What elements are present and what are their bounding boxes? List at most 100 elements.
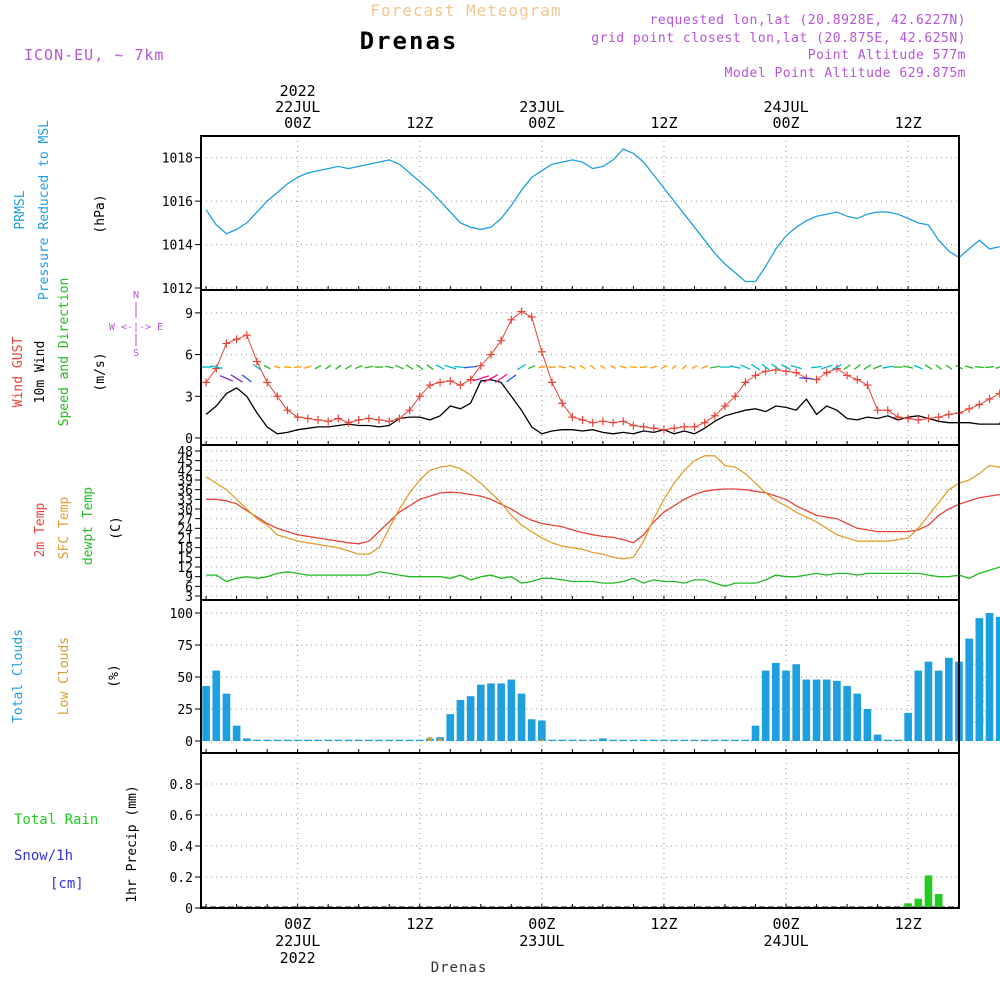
gust-point [578, 415, 587, 424]
y-tick-label: 12 [177, 561, 193, 576]
compass-we: W <-|-> E [109, 322, 163, 333]
gust-point [558, 399, 567, 408]
total-clouds-bar [822, 679, 831, 741]
low-clouds-bar [438, 738, 443, 741]
wind-direction-arrow [325, 364, 332, 370]
total-clouds-bar [405, 739, 414, 741]
total-clouds-bar [710, 739, 719, 741]
time-label-top: 24JUL [763, 98, 808, 116]
gust-point [924, 414, 933, 423]
y-tick-label: 1016 [162, 195, 193, 210]
gust-point [598, 417, 607, 426]
wind-direction-arrow [924, 364, 933, 370]
wind-direction-arrow [293, 366, 302, 369]
total-clouds-bar [751, 725, 760, 741]
time-label-top: 00Z [528, 114, 555, 132]
total-clouds-bar [304, 739, 312, 741]
y-tick-label: 0.4 [170, 840, 194, 855]
y-tick-label: 9 [185, 307, 193, 322]
wind-direction-arrow [610, 365, 616, 370]
wind-direction-arrow [740, 364, 751, 370]
total-clouds-bar [914, 670, 923, 741]
time-label-bottom: 24JUL [763, 932, 808, 950]
total-clouds-bar [385, 739, 394, 741]
wind-direction-arrow [681, 364, 688, 370]
y-tick-label: 3 [185, 590, 193, 605]
wind-direction-arrow [882, 365, 894, 369]
total-clouds-bar [527, 719, 536, 741]
gust-point [202, 378, 211, 387]
wind-direction-arrow [639, 366, 648, 369]
time-label-bottom: 12Z [895, 915, 922, 933]
grid-point-coords: grid point closest lon,lat (20.875E, 42.… [591, 31, 966, 46]
gust-point [741, 378, 750, 387]
y-tick-label: 50 [177, 671, 193, 686]
clouds-total-label: Total Clouds [11, 629, 26, 723]
y-tick-label: 21 [177, 532, 193, 547]
precip-axis-label: 1hr Precip (mm) [125, 785, 140, 902]
total-clouds-bar [446, 714, 455, 741]
wind-direction-arrow [761, 363, 770, 371]
total-clouds-bar [629, 739, 638, 741]
gust-point [659, 425, 668, 434]
time-label-top: 23JUL [519, 98, 564, 116]
total-clouds-bar [873, 734, 882, 741]
time-label-bottom: 12Z [406, 915, 433, 933]
gust-point [863, 381, 872, 390]
wind-direction-arrow [619, 365, 627, 369]
temp-sfc-label: SFC Temp [57, 497, 72, 560]
wind-direction-arrow [527, 365, 536, 370]
gust-point [263, 378, 272, 387]
total-clouds-bar [232, 725, 241, 741]
time-label-top: 00Z [772, 114, 799, 132]
total-clouds-bar [904, 712, 912, 741]
gust-point [303, 414, 312, 423]
wind-direction-arrow [219, 375, 234, 382]
gust-point [904, 414, 913, 423]
wind-direction-arrow [935, 364, 943, 370]
wind-direction-arrow [314, 364, 322, 370]
wind-direction-arrow [394, 364, 404, 370]
time-label-bottom: 00Z [528, 915, 555, 933]
time-label-top: 2022 [280, 82, 316, 100]
total-clouds-bar [456, 700, 465, 741]
gust-point [395, 414, 404, 423]
gust-point [710, 411, 719, 420]
time-label-bottom: 22JUL [275, 932, 320, 950]
time-label-bottom: 12Z [650, 915, 677, 933]
wind-direction-arrow [472, 375, 490, 382]
clouds-unit: (%) [107, 664, 122, 687]
y-tick-label: 0.8 [170, 778, 193, 793]
wind-direction-arrow [345, 364, 352, 370]
temp-unit: (C) [109, 516, 124, 539]
model-label: ICON-EU, ~ 7km [24, 46, 164, 64]
gust-point [548, 378, 557, 387]
total-clouds-bar [212, 670, 221, 741]
total-clouds-bar [792, 664, 801, 741]
gust-point [436, 378, 445, 387]
wind-direction-arrow [832, 364, 842, 371]
gust-point [853, 375, 862, 384]
total-clouds-bar [639, 739, 648, 741]
y-tick-label: 27 [177, 513, 193, 528]
wind-direction-arrow [579, 364, 586, 370]
wind-direction-arrow [416, 364, 424, 371]
wind-direction-arrow [629, 366, 637, 369]
gust-point [527, 313, 536, 322]
total-clouds-bar [415, 739, 424, 741]
footer-location: Drenas [431, 960, 488, 976]
total-clouds-bar [660, 739, 668, 741]
total-clouds-bar [680, 739, 689, 741]
wind-direction-arrow [274, 365, 281, 369]
wind-direction-arrow [435, 364, 445, 370]
gust-point [568, 413, 577, 422]
gust-point [883, 406, 892, 415]
rain-bar [914, 898, 923, 908]
gust-point [700, 418, 709, 427]
y-tick-label: 0 [185, 735, 193, 750]
total-clouds-bar [619, 739, 628, 741]
wind-direction-arrow [463, 365, 478, 369]
gust-point [517, 307, 526, 316]
total-clouds-bar [558, 739, 567, 741]
